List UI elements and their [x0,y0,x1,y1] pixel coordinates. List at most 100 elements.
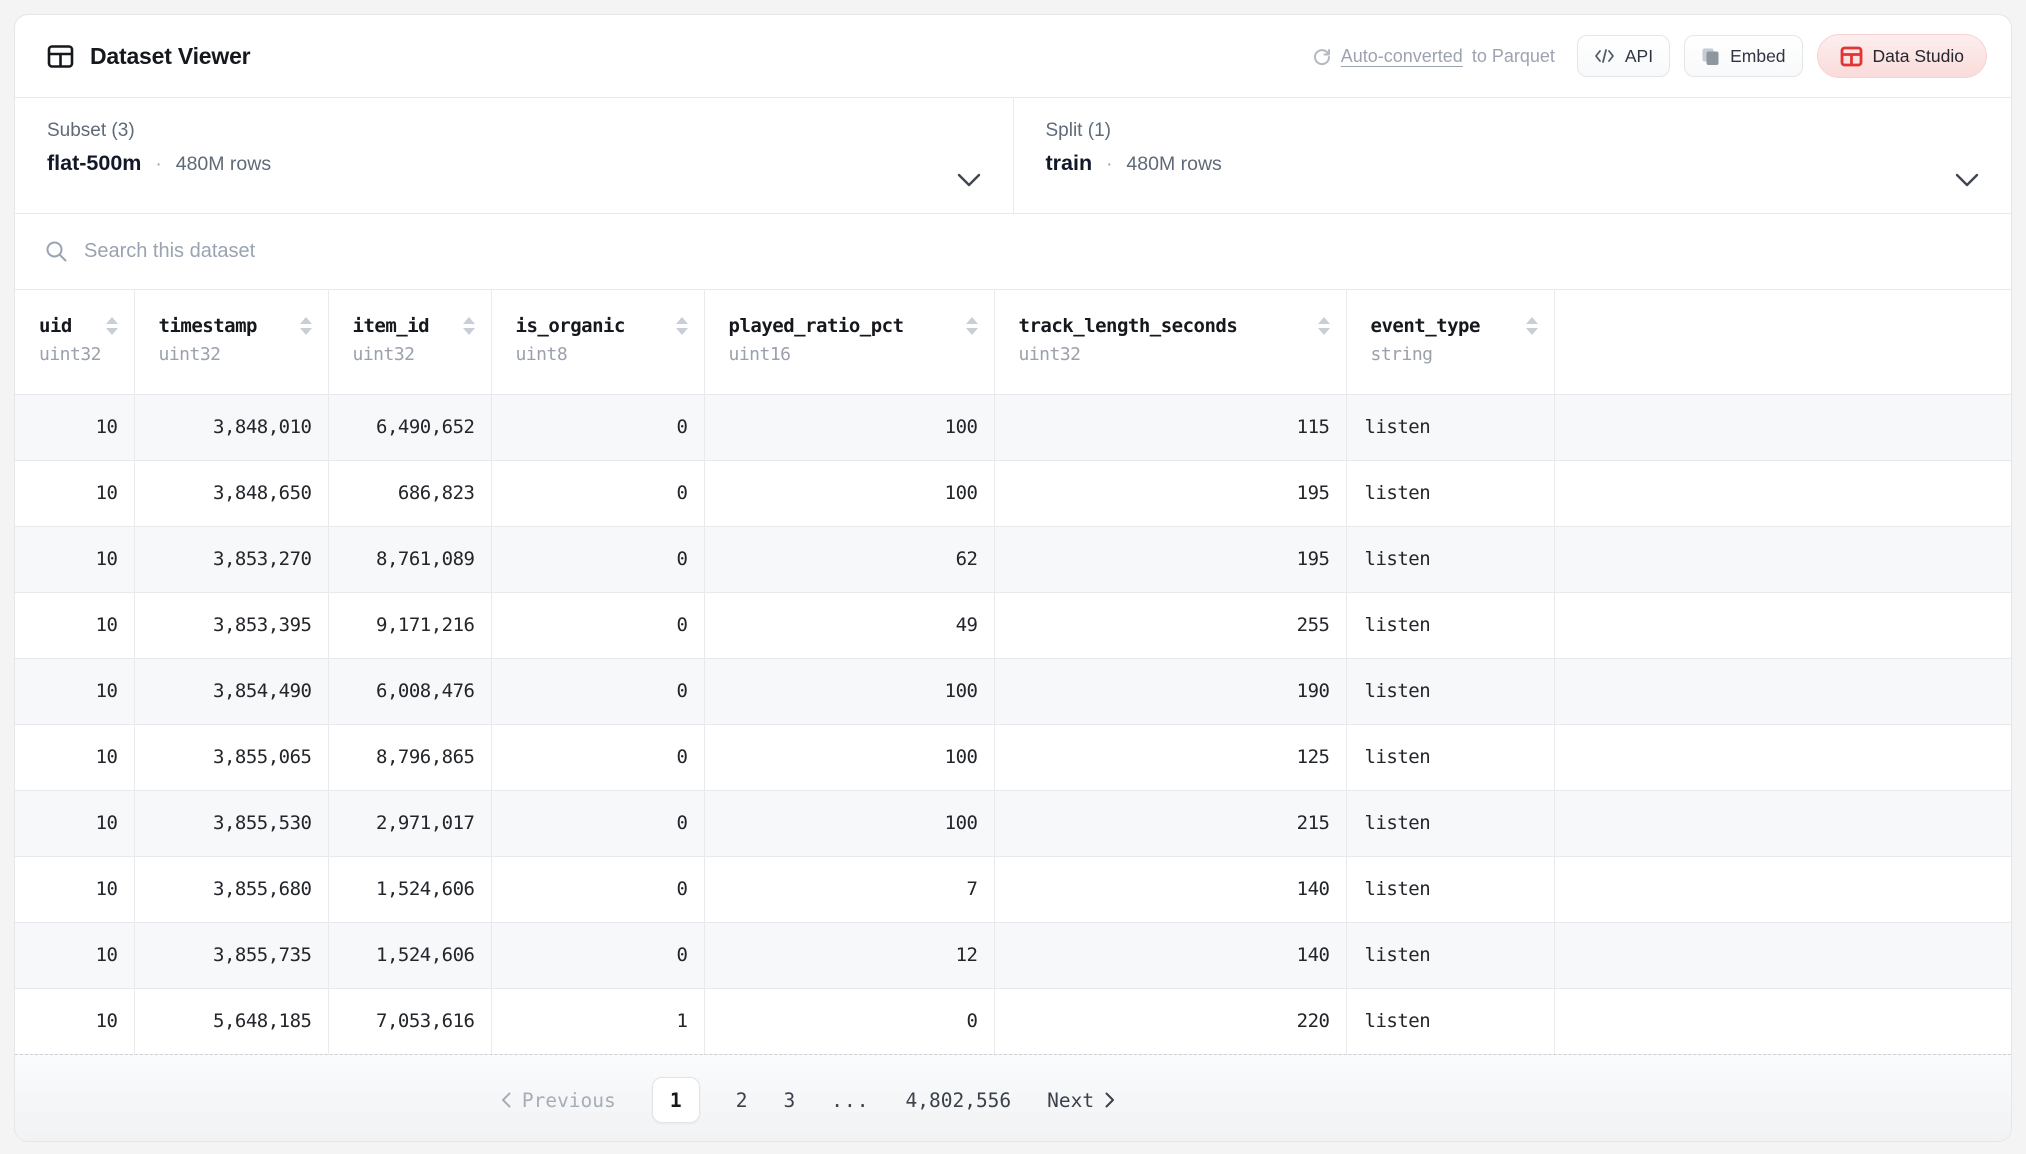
cell-played_ratio_pct: 0 [704,987,995,1054]
cell-event_type: listen [1346,723,1555,790]
search-icon [45,240,68,263]
data-studio-button[interactable]: Data Studio [1816,34,1987,78]
cell-track_length_seconds: 140 [994,855,1347,922]
cell-event_type: listen [1346,591,1555,658]
page-button[interactable]: 3 [783,1088,796,1112]
cell-played_ratio_pct: 100 [704,723,995,790]
cell-timestamp: 3,853,270 [134,525,329,592]
search-input[interactable] [84,240,2011,263]
sort-arrows-icon [299,317,312,335]
sort-arrows-icon [1525,317,1538,335]
cell-uid: 10 [15,855,135,922]
column-name: is_organic [515,315,626,337]
cell-event_type: listen [1346,459,1555,526]
table-row: 10 3,855,065 8,796,865 0 100 125 listen [15,723,2011,790]
cell-timestamp: 3,855,680 [134,855,329,922]
cell-timestamp: 3,855,530 [134,789,329,856]
cell-uid: 10 [15,921,135,988]
split-value: train [1045,151,1093,175]
header-filler [1554,290,2011,394]
cell-timestamp: 3,848,010 [134,393,329,460]
cell-item_id: 1,524,606 [328,921,492,988]
cell-uid: 10 [15,657,135,724]
row-filler [1554,591,2011,658]
subset-row-count: 480M rows [175,153,272,175]
api-button[interactable]: API [1576,35,1671,77]
column-header-uid[interactable]: uid uint32 [15,290,135,394]
cell-item_id: 6,008,476 [328,657,492,724]
next-label: Next [1047,1088,1095,1112]
subset-label: Subset (3) [47,120,135,141]
column-header-played_ratio_pct[interactable]: played_ratio_pct uint16 [704,290,995,394]
sort-arrows-icon [965,317,978,335]
cell-is_organic: 0 [491,723,705,790]
cell-event_type: listen [1346,987,1555,1054]
next-page-button[interactable]: Next [1047,1089,1115,1112]
chevron-down-icon [957,173,981,187]
chevron-right-icon [1105,1092,1115,1108]
cell-item_id: 9,171,216 [328,591,492,658]
row-filler [1554,789,2011,856]
copy-icon [1701,47,1720,66]
column-type: uint32 [1018,344,1082,365]
cell-track_length_seconds: 215 [994,789,1347,856]
pagination: Previous 1 2 3... 4,802,556 Next [501,1077,1115,1123]
cell-played_ratio_pct: 7 [704,855,995,922]
api-button-label: API [1624,45,1654,66]
page-button-active[interactable]: 1 [651,1077,700,1123]
table-row: 10 3,848,010 6,490,652 0 100 115 listen [15,393,2011,460]
cell-played_ratio_pct: 62 [704,525,995,592]
sort-arrows-icon [462,317,475,335]
column-header-item_id[interactable]: item_id uint32 [328,290,492,394]
cell-is_organic: 0 [491,459,705,526]
cell-event_type: listen [1346,525,1555,592]
cell-uid: 10 [15,591,135,658]
column-header-event_type[interactable]: event_type string [1346,290,1555,394]
table-wrap: uid uint32 timestamp uint32 item_id uint32 is_… [15,289,2011,1054]
cell-uid: 10 [15,987,135,1054]
column-header-track_length_seconds[interactable]: track_length_seconds uint32 [994,290,1347,394]
table-grid-icon [47,43,74,70]
table-footer: Previous 1 2 3... 4,802,556 Next [15,1054,2011,1141]
auto-converted-status: Auto-converted to Parquet [1312,46,1555,67]
cell-timestamp: 3,848,650 [134,459,329,526]
cell-item_id: 1,524,606 [328,855,492,922]
cell-track_length_seconds: 190 [994,657,1347,724]
dataset-viewer-card: Dataset Viewer Auto-converted to Parquet [14,14,2012,1142]
row-filler [1554,459,2011,526]
cell-is_organic: 0 [491,921,705,988]
row-filler [1554,723,2011,790]
cell-is_organic: 0 [491,591,705,658]
page-button[interactable]: 2 [735,1088,748,1112]
subset-selector[interactable]: Subset (3) flat-500m · 480M rows [15,98,1013,213]
page-button[interactable]: 4,802,556 [905,1088,1012,1112]
cell-played_ratio_pct: 100 [704,789,995,856]
column-type: uint32 [158,344,222,365]
cell-is_organic: 0 [491,393,705,460]
table-body: 10 3,848,010 6,490,652 0 100 115 listen 10 3,848… [15,393,2011,1054]
title-bar: Dataset Viewer Auto-converted to Parquet [15,15,2011,97]
column-header-timestamp[interactable]: timestamp uint32 [134,290,329,394]
row-filler [1554,657,2011,724]
subset-value: flat-500m [47,151,142,175]
column-name: item_id [352,315,430,337]
code-icon [1594,48,1615,64]
column-header-is_organic[interactable]: is_organic uint8 [491,290,705,394]
cell-is_organic: 0 [491,657,705,724]
table-row: 10 3,855,680 1,524,606 0 7 140 listen [15,855,2011,922]
cell-played_ratio_pct: 49 [704,591,995,658]
table-row: 10 3,853,395 9,171,216 0 49 255 listen [15,591,2011,658]
cell-uid: 10 [15,459,135,526]
cell-event_type: listen [1346,921,1555,988]
column-type: uint16 [728,344,792,365]
split-selector[interactable]: Split (1) train · 480M rows [1012,98,2012,213]
auto-converted-link[interactable]: Auto-converted [1340,45,1463,66]
previous-page-button[interactable]: Previous [501,1089,616,1112]
cell-timestamp: 3,855,065 [134,723,329,790]
sort-arrows-icon [1317,317,1330,335]
sort-arrows-icon [105,317,118,335]
embed-button[interactable]: Embed [1684,35,1803,77]
column-name: uid [39,315,72,337]
cell-event_type: listen [1346,393,1555,460]
cell-item_id: 8,761,089 [328,525,492,592]
